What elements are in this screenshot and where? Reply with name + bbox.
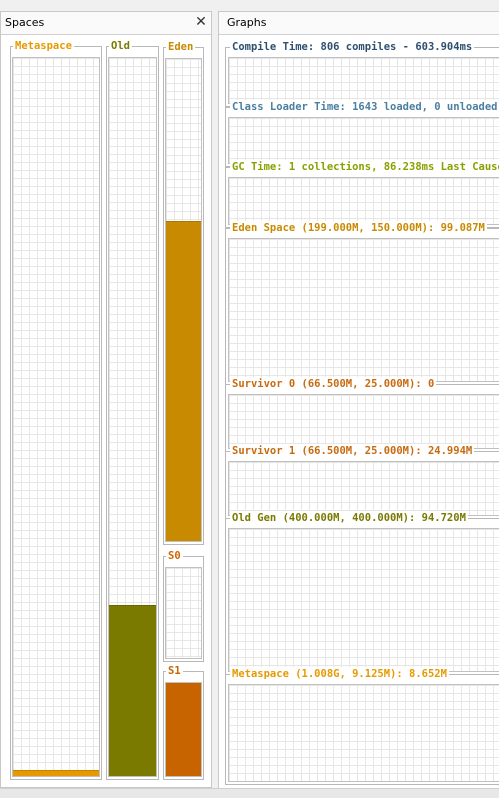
survivor-1-graph-plot [228,461,499,516]
survivor-0-graph-plot [228,394,499,449]
class-loader-graph-plot [228,117,499,164]
spaces-title: Spaces [5,16,45,29]
old-pool-fill [109,605,156,776]
s1-pool-fill [166,683,201,776]
class-loader-graph: Class Loader Time: 1643 loaded, 0 unload… [225,100,499,167]
eden-pool-label: Eden [166,40,196,54]
old-pool-label: Old [109,39,132,53]
old-pool: Old [106,39,159,780]
survivor-0-graph: Survivor 0 (66.500M, 25.000M): 0 [225,377,499,452]
metaspace-graph-title: Metaspace (1.008G, 9.125M): 8.652M [230,667,449,681]
metaspace-pool-label: Metaspace [13,39,74,53]
class-loader-graph-title: Class Loader Time: 1643 loaded, 0 unload… [230,100,499,114]
metaspace-pool-fill [13,770,99,776]
s1-pool-chart [165,682,202,777]
eden-space-graph: Eden Space (199.000M, 150.000M): 99.087M [225,221,499,385]
s1-pool: S1 [163,664,204,780]
status-strip [0,788,499,798]
old-gen-graph-plot [228,528,499,672]
graphs-title: Graphs [227,16,267,29]
old-gen-graph: Old Gen (400.000M, 400.000M): 94.720M [225,511,499,675]
old-gen-graph-title: Old Gen (400.000M, 400.000M): 94.720M [230,511,468,525]
eden-space-graph-plot [228,238,499,382]
old-pool-chart [108,57,157,777]
gc-time-graph-title: GC Time: 1 collections, 86.238ms Last Ca… [230,160,499,174]
s0-pool: S0 [163,549,204,662]
survivor-0-graph-title: Survivor 0 (66.500M, 25.000M): 0 [230,377,437,391]
spaces-panel: Spaces ✕ Metaspace Old Eden S0 S1 [0,11,212,788]
s1-pool-label: S1 [166,664,183,678]
compile-time-graph-title: Compile Time: 806 compiles - 603.904ms [230,40,475,54]
spaces-tab[interactable]: Spaces ✕ [1,12,211,35]
eden-pool-chart [165,58,202,542]
s0-pool-chart [165,567,202,659]
s0-pool-label: S0 [166,549,183,563]
metaspace-graph-plot [228,684,499,782]
metaspace-pool-chart [12,57,100,777]
survivor-1-graph-title: Survivor 1 (66.500M, 25.000M): 24.994M [230,444,475,458]
compile-time-graph: Compile Time: 806 compiles - 603.904ms [225,40,499,107]
graphs-tab[interactable]: Graphs [219,12,499,35]
close-icon[interactable]: ✕ [195,14,207,30]
metaspace-graph: Metaspace (1.008G, 9.125M): 8.652M [225,667,499,785]
eden-space-graph-title: Eden Space (199.000M, 150.000M): 99.087M [230,221,487,235]
gc-time-graph-plot [228,177,499,225]
metaspace-pool: Metaspace [10,39,102,780]
graphs-panel: Graphs Compile Time: 806 compiles - 603.… [218,11,499,788]
gc-time-graph: GC Time: 1 collections, 86.238ms Last Ca… [225,160,499,228]
eden-pool-fill [166,221,201,541]
eden-pool: Eden [163,40,204,545]
compile-time-graph-plot [228,57,499,104]
survivor-1-graph: Survivor 1 (66.500M, 25.000M): 24.994M [225,444,499,519]
